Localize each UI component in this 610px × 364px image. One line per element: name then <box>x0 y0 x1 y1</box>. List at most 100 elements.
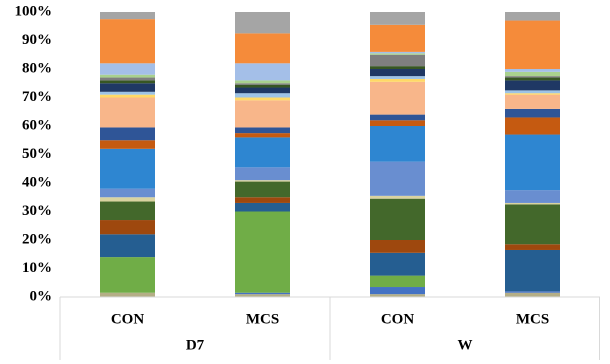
y-tick-label: 30% <box>22 203 52 219</box>
bar-segment <box>100 140 155 149</box>
bar-segment <box>235 100 290 128</box>
bar-segment <box>235 93 290 98</box>
bar-segment <box>100 19 155 64</box>
bar-segment <box>100 257 155 293</box>
bar-segment <box>235 87 290 94</box>
bar-segment <box>370 114 425 121</box>
y-tick-label: 40% <box>22 174 52 190</box>
bar-segment <box>235 133 290 138</box>
group-label: D7 <box>186 337 205 353</box>
bar-segment <box>370 275 425 288</box>
bar-segment <box>235 80 290 84</box>
bar-segment <box>505 69 560 72</box>
bar-segment <box>505 76 560 78</box>
bar-segment <box>505 90 560 94</box>
bar-segment <box>100 197 155 202</box>
bar-segment <box>235 294 290 297</box>
bar-segment <box>370 53 425 55</box>
bar-segment <box>505 292 560 297</box>
bar-segment <box>235 63 290 81</box>
bar-segment <box>505 204 560 245</box>
bar-segment <box>235 137 290 168</box>
y-tick-label: 90% <box>22 32 52 48</box>
bar-segment <box>100 83 155 92</box>
bar-segment <box>370 54 425 67</box>
y-tick-label: 80% <box>22 60 52 76</box>
bar-segment <box>100 91 155 95</box>
bar-segment <box>100 97 155 128</box>
y-tick-label: 70% <box>22 89 52 105</box>
y-tick-label: 100% <box>15 3 53 19</box>
y-tick-label: 50% <box>22 146 52 162</box>
bar-segment <box>370 252 425 276</box>
bar-segment <box>100 94 155 98</box>
x-tick-label: MCS <box>246 311 279 327</box>
y-tick-label: 60% <box>22 117 52 133</box>
bar-segment <box>100 63 155 75</box>
bar-segment <box>370 78 425 82</box>
bar-segment <box>100 292 155 297</box>
y-tick-label: 0% <box>30 288 53 304</box>
group-label: W <box>458 337 473 353</box>
bar-segment <box>370 126 425 162</box>
bar-segment <box>505 244 560 250</box>
bar-segment <box>100 188 155 198</box>
bar-segment <box>370 240 425 253</box>
bar-segment <box>505 202 560 205</box>
bar-segment <box>100 234 155 258</box>
bar-segment <box>370 12 425 25</box>
bar-segment <box>370 294 425 297</box>
bar-segment <box>370 287 425 295</box>
bar-segment <box>235 84 290 88</box>
y-tick-label: 10% <box>22 260 52 276</box>
bar-segment <box>505 77 560 81</box>
bar-segment <box>370 161 425 196</box>
bar-segment <box>370 195 425 199</box>
bar-segment <box>505 249 560 292</box>
bar-segment <box>235 33 290 64</box>
bar-segment <box>100 12 155 20</box>
bar-segment <box>505 134 560 191</box>
x-tick-label: CON <box>111 311 145 327</box>
bar-segment <box>370 81 425 115</box>
bar-segment <box>505 108 560 118</box>
x-tick-label: CON <box>381 311 415 327</box>
bar-segment <box>100 148 155 189</box>
bar-segment <box>505 117 560 135</box>
bar-segment <box>505 291 560 293</box>
x-tick-label: MCS <box>516 311 549 327</box>
bar-segment <box>370 76 425 79</box>
bar-segment <box>100 220 155 235</box>
bar-segment <box>370 120 425 126</box>
bar-segment <box>235 180 290 182</box>
bar-segment <box>235 167 290 181</box>
bar-segment <box>505 93 560 95</box>
bar-segment <box>235 127 290 134</box>
bar-segment <box>505 190 560 203</box>
bar-segment <box>100 80 155 84</box>
bar-segment <box>235 83 290 85</box>
bar-segment <box>235 211 290 293</box>
bar-segment <box>235 181 290 198</box>
bar-segment <box>235 202 290 212</box>
bar-segment <box>370 69 425 77</box>
bar-segment <box>235 197 290 203</box>
bar-segment <box>505 20 560 69</box>
bar-segment <box>235 292 290 295</box>
bar-segment <box>235 12 290 34</box>
bar-segment <box>505 12 560 21</box>
bar-segment <box>505 80 560 91</box>
bar-segment <box>100 74 155 78</box>
y-tick-label: 20% <box>22 231 52 247</box>
bar-segment <box>505 71 560 77</box>
bar-segment <box>370 51 425 54</box>
bar-segment <box>370 24 425 52</box>
bar-segment <box>100 77 155 81</box>
bar-segment <box>370 66 425 69</box>
bar-segment <box>370 198 425 240</box>
bar-segment <box>100 201 155 221</box>
bar-segment <box>100 127 155 141</box>
bar-segment <box>235 97 290 101</box>
bar-segment <box>505 94 560 109</box>
